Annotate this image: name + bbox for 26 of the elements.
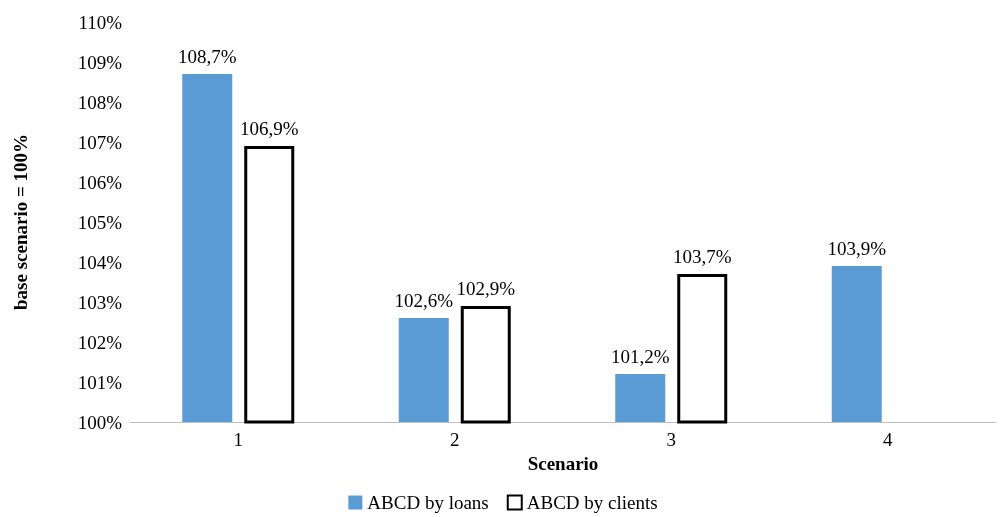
x-tick-label: 2	[450, 429, 460, 450]
y-tick-label: 102%	[77, 331, 123, 353]
data-label: 102,6%	[394, 290, 454, 311]
y-tick-label: 109%	[77, 51, 123, 73]
x-tick-label: 1	[233, 429, 243, 450]
x-tick-label: 3	[666, 429, 676, 450]
y-tick-label: 104%	[77, 251, 123, 273]
data-label: 106,9%	[239, 118, 299, 139]
y-tick-label: 101%	[77, 371, 123, 393]
data-label: 103,7%	[672, 246, 732, 267]
y-axis-title: base scenario = 100%	[10, 133, 31, 311]
x-tick-label: 4	[883, 429, 893, 450]
y-tick-label: 108%	[77, 91, 123, 113]
data-label: 108,7%	[177, 46, 237, 67]
y-tick-label: 110%	[78, 11, 123, 33]
data-label: 101,2%	[610, 346, 670, 367]
y-tick-label: 106%	[77, 171, 123, 193]
y-tick-label: 107%	[77, 131, 123, 153]
legend-label: ABCD by loans	[367, 492, 489, 513]
y-tick-label: 105%	[77, 211, 123, 233]
data-label: 102,9%	[456, 278, 516, 299]
y-tick-label: 103%	[77, 291, 123, 313]
y-tick-label: 100%	[77, 411, 123, 433]
data-label: 103,9%	[827, 238, 887, 259]
legend-label: ABCD by clients	[526, 492, 658, 513]
x-axis-title: Scenario	[527, 452, 599, 474]
